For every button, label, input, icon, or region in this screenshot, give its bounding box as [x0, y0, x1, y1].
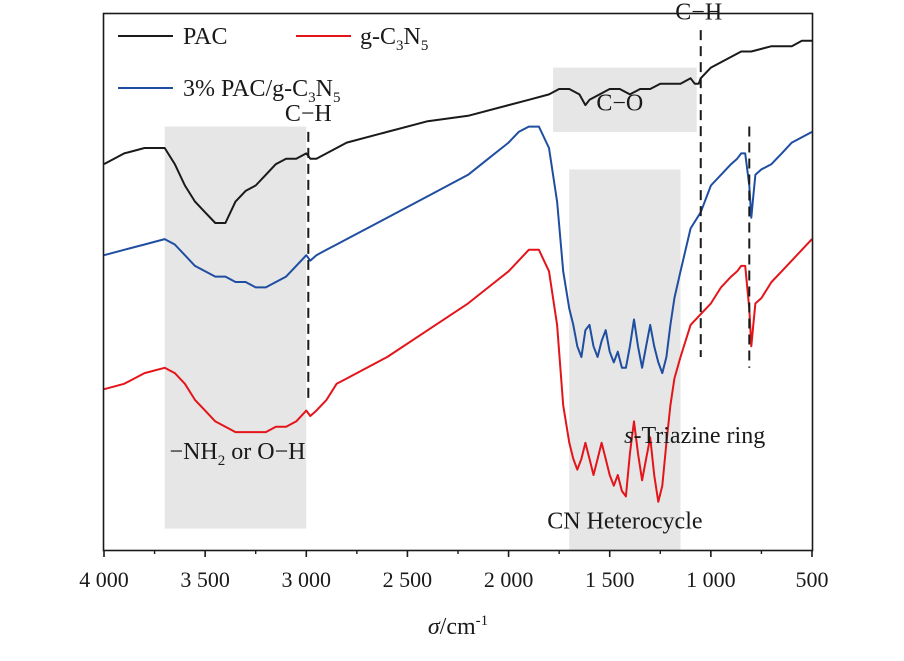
- ch-label-right-part-0: C−H: [675, 0, 722, 25]
- legend-g-c3n5-label-part-3: 5: [421, 38, 429, 54]
- x-axis-title-symbol: σ: [428, 614, 441, 640]
- nh2-oh-region: [164, 126, 307, 529]
- legend-3-pac-g-c3n5-label-part-1: 3: [308, 90, 316, 106]
- nh2-oh-label-part-0: −NH: [170, 439, 218, 465]
- x-axis-title: σ/cm-1: [428, 613, 488, 640]
- series-line-3-pac-g-c3n5: [103, 125, 813, 375]
- ch-label-left: C−H: [285, 101, 332, 127]
- x-tick-label-3000: 3 000: [282, 567, 332, 592]
- x-tick-label-2500: 2 500: [383, 567, 433, 592]
- legend-3-pac-g-c3n5-label: 3% PAC/g-C3N5: [183, 76, 341, 106]
- dashed-markers: [307, 30, 751, 400]
- x-tick-label-2000: 2 000: [484, 567, 534, 592]
- ch-label-right: C−H: [675, 0, 722, 25]
- nh2-oh-label-part-1: 2: [218, 453, 226, 469]
- cn-heterocycle-region: [569, 169, 681, 550]
- x-tick-label-500: 500: [796, 567, 829, 592]
- x-tick-label-3500: 3 500: [180, 567, 230, 592]
- ch-label-left-part-0: C−H: [285, 101, 332, 127]
- legend-3-pac-g-c3n5-label-part-2: N: [316, 76, 333, 102]
- legend-g-c3n5-label-part-2: N: [404, 24, 421, 50]
- legend-g-c3n5-label-part-1: 3: [396, 38, 404, 54]
- annotations: C−H C−H C−O −NH2 or O−H s-Triazine ring CN He…: [170, 0, 766, 535]
- cn-heterocycle-label: CN Heterocycle: [547, 509, 702, 535]
- x-tick-label-4000: 4 000: [79, 567, 129, 592]
- x-tick-label-1500: 1 500: [585, 567, 635, 592]
- cn-heterocycle-label-part-0: CN Heterocycle: [547, 509, 702, 535]
- series-line-g-c3n5: [103, 238, 813, 503]
- triazine-label: s-Triazine ring: [624, 423, 765, 449]
- x-ticks: 4 000 3 500 3 000 2 500 2 000 1 500 1 000 500: [79, 550, 829, 592]
- x-axis-title-unit: /cm: [440, 614, 476, 640]
- triazine-label-part-1: -Triazine ring: [633, 423, 765, 449]
- nh2-oh-label: −NH2 or O−H: [170, 439, 306, 469]
- legend-3-pac-g-c3n5-label-part-3: 5: [333, 90, 341, 106]
- legend-pac-label: PAC: [183, 24, 227, 50]
- triazine-label-part-0: s: [624, 423, 633, 449]
- co-label: C−O: [596, 90, 643, 116]
- legend-3-pac-g-c3n5-label-part-0: 3% PAC/g-C: [183, 76, 308, 102]
- legend-g-c3n5-label-part-0: g-C: [360, 24, 396, 50]
- co-label-part-0: C−O: [596, 90, 643, 116]
- x-axis-title-superscript: -1: [476, 613, 489, 629]
- x-tick-label-1000: 1 000: [686, 567, 736, 592]
- legend-g-c3n5-label: g-C3N5: [360, 24, 428, 54]
- nh2-oh-label-part-2: or O−H: [225, 439, 305, 465]
- co-region: [553, 67, 697, 132]
